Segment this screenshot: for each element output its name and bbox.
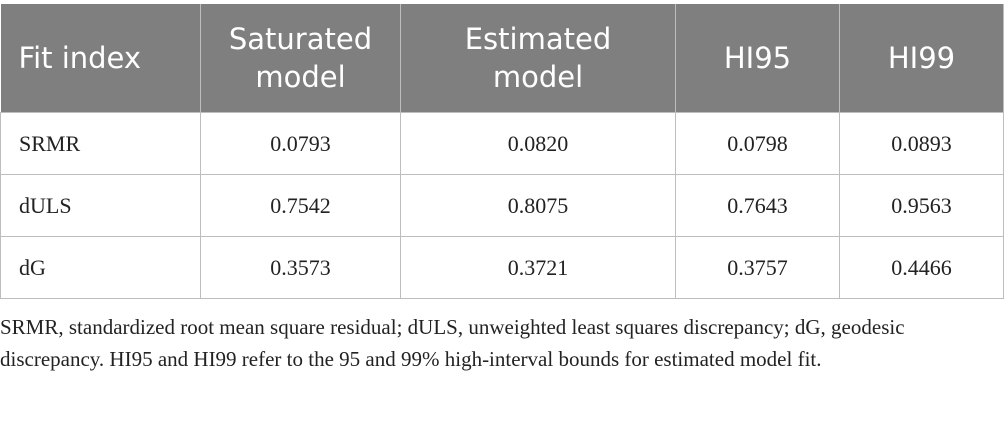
table-cell: 0.7643 [675, 174, 840, 237]
table-cell: 0.3573 [200, 236, 401, 299]
table-cell: 0.3721 [400, 236, 676, 299]
row-label: dG [0, 236, 201, 299]
table-cell: 0.0820 [400, 112, 676, 175]
table-body: SRMR 0.0793 0.0820 0.0798 0.0893 dULS 0.7542 0.… [0, 112, 1004, 299]
header-cell: Fit index [0, 4, 201, 113]
table-cell: 0.3757 [675, 236, 840, 299]
fit-table: Fit index Saturated model Estimated model H… [0, 4, 1004, 299]
table-cell: 0.0793 [200, 112, 401, 175]
header-cell: HI95 [675, 4, 840, 113]
table-cell: 0.4466 [839, 236, 1004, 299]
table-cell: 0.8075 [400, 174, 676, 237]
header-cell: Estimated model [400, 4, 676, 113]
header-row: Fit index Saturated model Estimated model H… [0, 4, 1004, 113]
table-cell: 0.7542 [200, 174, 401, 237]
table-cell: 0.9563 [839, 174, 1004, 237]
row-label: dULS [0, 174, 201, 237]
table-row: SRMR 0.0793 0.0820 0.0798 0.0893 [0, 112, 1004, 175]
table-cell: 0.0893 [839, 112, 1004, 175]
footnote: SRMR, standardized root mean square resi… [0, 315, 905, 371]
header-cell: HI99 [839, 4, 1004, 113]
table-cell: 0.0798 [675, 112, 840, 175]
header-cell: Saturated model [200, 4, 401, 113]
table-row: dG 0.3573 0.3721 0.3757 0.4466 [0, 236, 1004, 299]
row-label: SRMR [0, 112, 201, 175]
table-row: dULS 0.7542 0.8075 0.7643 0.9563 [0, 174, 1004, 237]
